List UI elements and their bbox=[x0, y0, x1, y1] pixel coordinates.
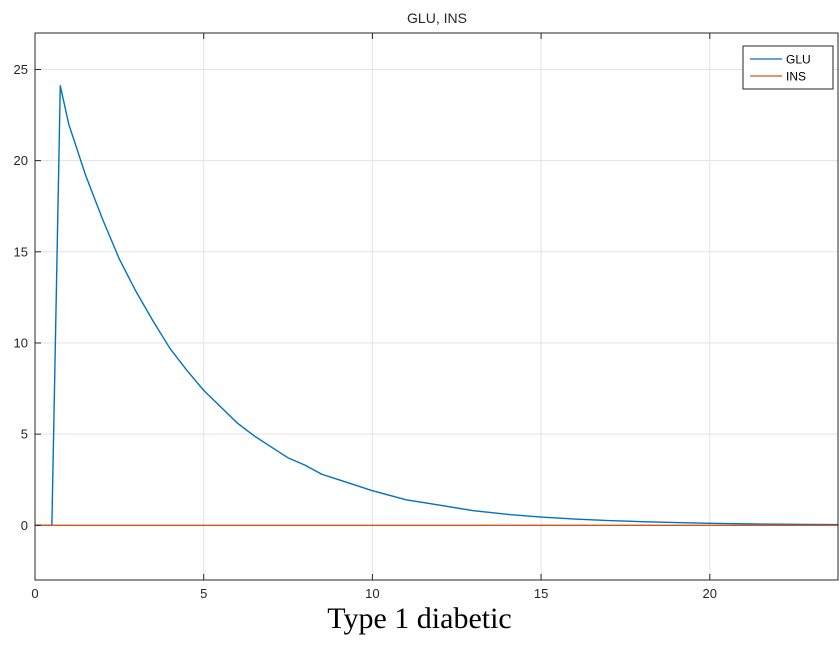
legend-glu-label: GLU bbox=[786, 53, 811, 67]
y-tick-label: 15 bbox=[14, 244, 28, 259]
y-tick-label: 20 bbox=[14, 153, 28, 168]
y-tick-label: 5 bbox=[21, 427, 28, 442]
x-tick-label: 20 bbox=[703, 586, 717, 601]
series-lines bbox=[35, 85, 839, 526]
axis-ticks: 0 5 10 15 20 0 5 10 15 20 25 bbox=[14, 33, 717, 601]
x-tick-label: 0 bbox=[31, 586, 38, 601]
y-tick-label: 25 bbox=[14, 62, 28, 77]
grid-lines bbox=[34, 33, 838, 580]
x-tick-label: 10 bbox=[365, 586, 379, 601]
x-tick-label: 15 bbox=[534, 586, 548, 601]
y-tick-label: 0 bbox=[21, 518, 28, 533]
axes-box bbox=[34, 32, 839, 581]
x-tick-label: 5 bbox=[200, 586, 207, 601]
figure-caption: Type 1 diabetic bbox=[327, 602, 512, 635]
legend: GLU INS bbox=[742, 45, 834, 90]
legend-box bbox=[742, 45, 834, 90]
chart-title: GLU, INS bbox=[407, 10, 467, 26]
series-line-glu bbox=[35, 85, 839, 526]
legend-ins-label: INS bbox=[786, 70, 806, 84]
y-tick-label: 10 bbox=[14, 335, 28, 350]
